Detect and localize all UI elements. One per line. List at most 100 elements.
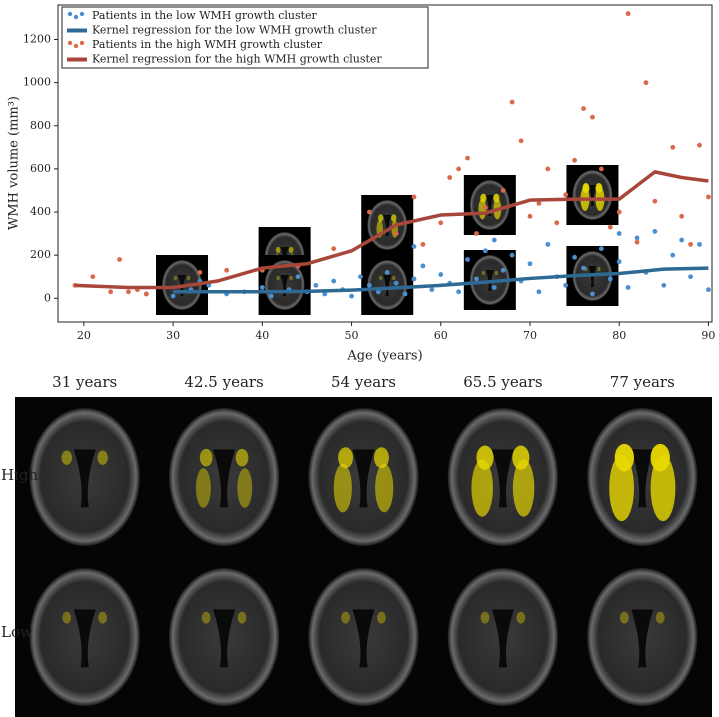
lesion [237,468,253,508]
lesion [289,275,293,281]
row-label: High [1,466,38,484]
lesion [512,459,535,517]
scatter-point [331,278,337,284]
scatter-point [536,289,542,295]
lesion [235,448,249,467]
scatter-point [411,194,417,200]
legend-swatch [73,14,79,20]
legend-label: Kernel regression for the high WMH growt… [92,53,382,66]
scatter-point [554,220,560,226]
scatter-point [366,282,372,288]
regression-line [173,266,709,294]
scatter-point [590,114,595,120]
scatter-point [509,252,515,258]
scatter-point [616,259,622,265]
ventricle [73,449,96,508]
scatter-point [634,235,640,241]
scatter-point [545,241,551,247]
lesion [97,450,108,465]
x-tick-label: 20 [77,329,91,342]
scatter-point [474,276,479,282]
lesion [391,214,397,222]
scatter-point [625,285,631,290]
scatter-point [688,241,693,247]
scatter-point [224,267,230,273]
lesion [276,275,280,281]
scatter-point [643,80,649,86]
ventricle [383,215,392,236]
lesion [377,611,386,624]
scatter-point [197,270,203,275]
legend-swatch [79,11,85,17]
y-tick-label: 400 [30,205,51,218]
lesion [609,454,635,522]
scatter-point [652,229,658,234]
lesion [237,611,247,624]
scatter-point [456,166,462,172]
ventricle [213,609,236,668]
scatter-point [491,285,497,290]
y-axis-label: WMH volume (mm³) [7,96,22,230]
scatter-point [456,289,462,295]
scatter-point [313,282,319,288]
y-tick-label: 1000 [23,76,51,89]
lesion [61,450,73,465]
scatter-point [393,280,399,286]
scatter-point [447,175,453,180]
lesion [173,275,178,281]
lesion [650,454,676,522]
column-label: 54 years [331,373,396,391]
scatter-point [563,192,569,198]
scatter-point [634,239,640,245]
column-label: 77 years [610,373,675,391]
legend-swatch [67,11,73,17]
scatter-point [349,293,354,299]
scatter-point [670,144,676,150]
scatter-point [126,289,131,295]
ventricle [213,449,236,508]
lesion [379,275,383,281]
scatter-point [259,285,265,290]
legend-label: Patients in the low WMH growth cluster [92,9,318,22]
lesion [98,611,108,624]
scatter-point [295,274,301,280]
ventricle [588,185,597,206]
legend [61,6,429,69]
scatter-point [420,241,426,247]
legend-label: Patients in the high WMH growth cluster [92,38,323,51]
scatter-point [670,252,676,258]
scatter-point [536,200,542,206]
ventricle [631,609,654,668]
scatter-point [500,188,506,193]
ventricle [73,609,96,668]
x-tick-label: 60 [434,329,448,342]
lesion [186,275,191,281]
scatter-point [482,248,488,254]
lesion [288,246,294,254]
scatter-point [706,194,711,200]
legend-swatch [73,43,79,49]
regression-line [74,170,709,290]
scatter-point [679,213,685,219]
y-tick-label: 1200 [23,33,51,46]
legend-label: Kernel regression for the low WMH growth… [92,24,377,37]
ventricle [383,275,392,296]
scatter-point [572,157,577,163]
x-tick-label: 90 [701,329,715,342]
y-tick-label: 0 [44,291,51,304]
scatter-point [652,198,658,204]
scatter-point [438,220,444,226]
lesion [341,611,350,624]
scatter-point [500,267,506,273]
scatter-point [482,205,488,211]
y-tick-label: 200 [30,248,51,261]
lesion [195,468,211,508]
legend-swatch [79,40,85,46]
scatter-point [581,106,586,111]
scatter-point [465,257,470,262]
lesion [375,463,394,513]
lesion [494,270,498,276]
lesion [333,463,352,513]
lesion [655,611,665,624]
lesion [378,214,384,222]
